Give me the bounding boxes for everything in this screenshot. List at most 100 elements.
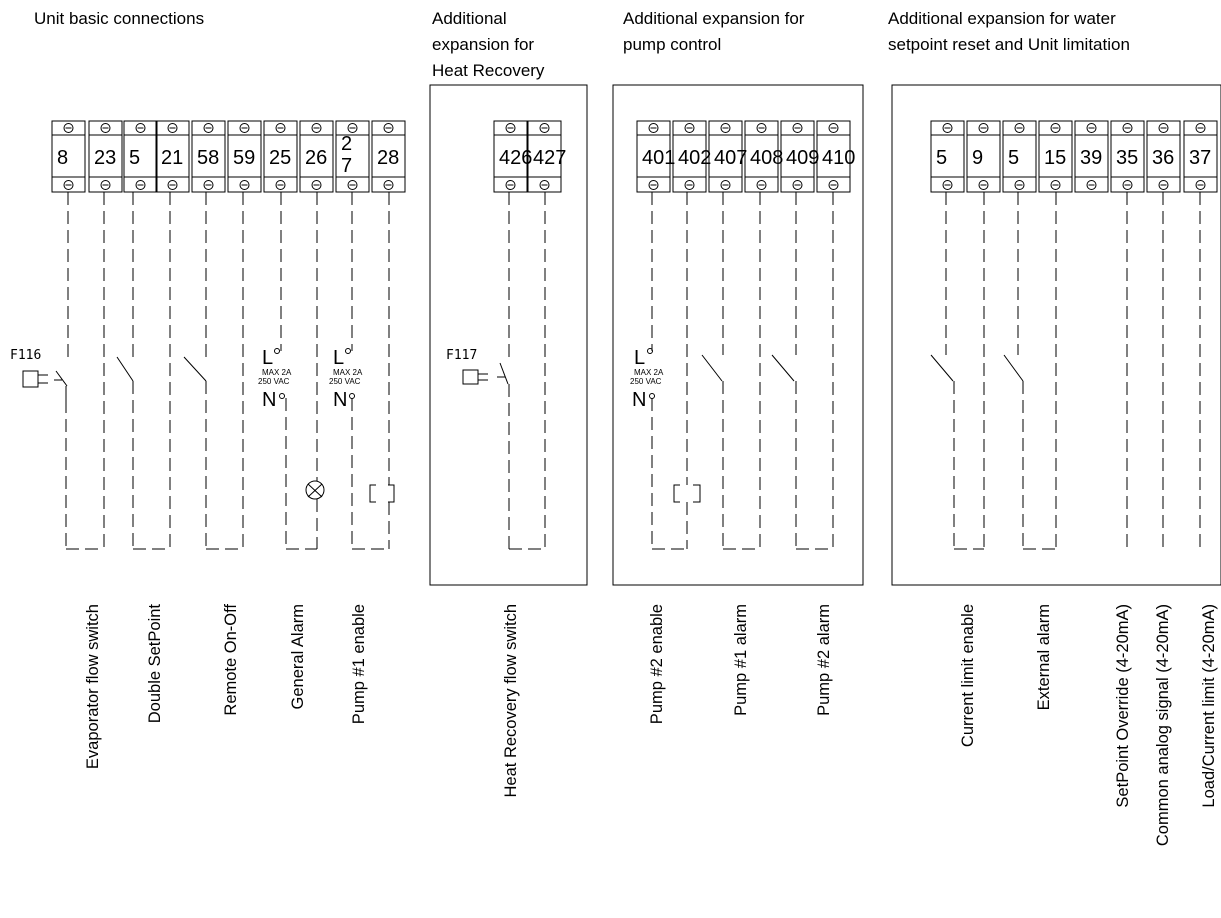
section-title-basic-line1: Unit basic connections bbox=[34, 9, 204, 28]
switch-current-limit bbox=[930, 354, 954, 382]
section-title-water-line2: setpoint reset and Unit limitation bbox=[888, 35, 1130, 54]
terminal-number: 407 bbox=[714, 147, 747, 169]
section-title-hr-line2: expansion for bbox=[432, 35, 534, 54]
relay-max-label: MAX 2A bbox=[634, 368, 664, 377]
terminal-pump-0: 401 bbox=[636, 120, 675, 193]
signal-label-pump-1: Pump #1 alarm bbox=[732, 604, 750, 716]
relay-vac-label: 250 VAC bbox=[258, 377, 290, 386]
relay-contact-pump2: L MAX 2A 250 VAC N bbox=[630, 347, 664, 411]
switch-heat-recovery-flow bbox=[462, 362, 509, 385]
terminal-number: 28 bbox=[377, 147, 399, 169]
switch-evaporator-flow bbox=[22, 370, 68, 388]
terminal-number: 401 bbox=[642, 147, 675, 169]
terminal-water-7: 37 bbox=[1183, 120, 1218, 193]
frame-heat-recovery bbox=[429, 84, 588, 586]
section-title-pump: Additional expansion for pump control bbox=[623, 9, 805, 54]
signal-label-water-2: SetPoint Override (4-20mA) bbox=[1114, 604, 1132, 808]
relay-n-label: N bbox=[333, 389, 347, 411]
section-title-hr: Additional expansion for Heat Recovery bbox=[432, 9, 545, 80]
terminal-basic-0: 8 bbox=[51, 120, 86, 193]
switch-pump1-alarm bbox=[701, 354, 723, 382]
signal-label-basic-0: Evaporator flow switch bbox=[84, 604, 102, 769]
relay-vac-label: 250 VAC bbox=[630, 377, 662, 386]
relay-coil-pump2 bbox=[673, 484, 701, 503]
signal-label-water-0: Current limit enable bbox=[959, 604, 977, 747]
terminal-pump-5: 410 bbox=[816, 120, 855, 193]
terminal-number: 25 bbox=[269, 147, 291, 169]
switch-external-alarm bbox=[1003, 354, 1024, 382]
relay-coil-pump1 bbox=[369, 484, 395, 503]
terminal-basic-8: 27 bbox=[335, 120, 370, 193]
terminal-basic-2: 5 bbox=[123, 120, 158, 193]
terminal-number: 15 bbox=[1044, 147, 1066, 169]
terminal-water-6: 36 bbox=[1146, 120, 1181, 193]
terminal-number: 2 bbox=[341, 133, 352, 155]
terminal-number: 36 bbox=[1152, 147, 1174, 169]
terminal-number: 410 bbox=[822, 147, 855, 169]
relay-vac-label: 250 VAC bbox=[329, 377, 361, 386]
fuse-label-f116: F116 bbox=[10, 348, 41, 363]
relay-l-label: L bbox=[634, 347, 645, 369]
signal-label-pump-0: Pump #2 enable bbox=[648, 604, 666, 724]
terminal-pump-4: 409 bbox=[780, 120, 819, 193]
signal-label-hr-0: Heat Recovery flow switch bbox=[502, 604, 520, 797]
terminal-water-4: 39 bbox=[1074, 120, 1109, 193]
signal-label-basic-3: General Alarm bbox=[289, 604, 307, 709]
relay-l-label: L bbox=[333, 347, 344, 369]
section-title-water: Additional expansion for water setpoint … bbox=[888, 9, 1130, 54]
terminal-number: 39 bbox=[1080, 147, 1102, 169]
relay-max-label: MAX 2A bbox=[262, 368, 292, 377]
terminal-basic-7: 26 bbox=[299, 120, 334, 193]
relay-contact-general-alarm: L MAX 2A 250 VAC N bbox=[258, 347, 292, 411]
terminal-water-1: 9 bbox=[966, 120, 1001, 193]
signal-label-pump-2: Pump #2 alarm bbox=[815, 604, 833, 716]
section-title-hr-line1: Additional bbox=[432, 9, 507, 28]
section-title-hr-line3: Heat Recovery bbox=[432, 61, 545, 80]
switch-remote-on-off bbox=[183, 356, 207, 382]
terminal-water-5: 35 bbox=[1110, 120, 1145, 193]
switch-pump2-alarm bbox=[771, 354, 795, 382]
section-title-water-line1: Additional expansion for water bbox=[888, 9, 1116, 28]
lamp-icon bbox=[305, 480, 325, 500]
terminal-number: 26 bbox=[305, 147, 327, 169]
terminal-pump-1: 402 bbox=[672, 120, 711, 193]
terminal-basic-9: 28 bbox=[371, 120, 406, 193]
terminal-number: 5 bbox=[1008, 147, 1019, 169]
terminal-hr-1: 427 bbox=[527, 120, 566, 193]
relay-l-label: L bbox=[262, 347, 273, 369]
terminal-number: 37 bbox=[1189, 147, 1211, 169]
terminal-hr-0: 426 bbox=[493, 120, 532, 193]
terminal-basic-1: 23 bbox=[88, 120, 123, 193]
frame-water-setpoint bbox=[891, 84, 1221, 586]
terminal-number: 35 bbox=[1116, 147, 1138, 169]
terminal-basic-5: 59 bbox=[227, 120, 262, 193]
signal-label-water-4: Load/Current limit (4-20mA) bbox=[1200, 604, 1218, 808]
signal-label-basic-4: Pump #1 enable bbox=[350, 604, 368, 724]
terminal-water-0: 5 bbox=[930, 120, 965, 193]
terminal-basic-4: 58 bbox=[191, 120, 226, 193]
terminal-number: 7 bbox=[341, 155, 352, 177]
terminal-number: 21 bbox=[161, 147, 183, 169]
terminal-number: 427 bbox=[533, 147, 566, 169]
terminal-basic-6: 25 bbox=[263, 120, 298, 193]
terminal-number: 23 bbox=[94, 147, 116, 169]
section-title-pump-line1: Additional expansion for bbox=[623, 9, 805, 28]
signal-label-water-1: External alarm bbox=[1035, 604, 1053, 710]
signal-labels: Evaporator flow switch Double SetPoint Rem… bbox=[84, 604, 1218, 847]
terminal-number: 5 bbox=[936, 147, 947, 169]
terminal-water-2: 5 bbox=[1002, 120, 1037, 193]
signal-label-basic-2: Remote On-Off bbox=[222, 604, 240, 716]
signal-label-basic-1: Double SetPoint bbox=[146, 604, 164, 724]
section-title-basic: Unit basic connections bbox=[34, 9, 204, 28]
signal-label-water-3: Common analog signal (4-20mA) bbox=[1154, 604, 1172, 846]
switch-double-setpoint bbox=[116, 356, 134, 382]
terminal-number: 408 bbox=[750, 147, 783, 169]
relay-n-label: N bbox=[262, 389, 276, 411]
terminal-number: 426 bbox=[499, 147, 532, 169]
terminal-pump-3: 408 bbox=[744, 120, 783, 193]
terminal-number: 409 bbox=[786, 147, 819, 169]
terminal-number: 58 bbox=[197, 147, 219, 169]
terminal-number: 59 bbox=[233, 147, 255, 169]
